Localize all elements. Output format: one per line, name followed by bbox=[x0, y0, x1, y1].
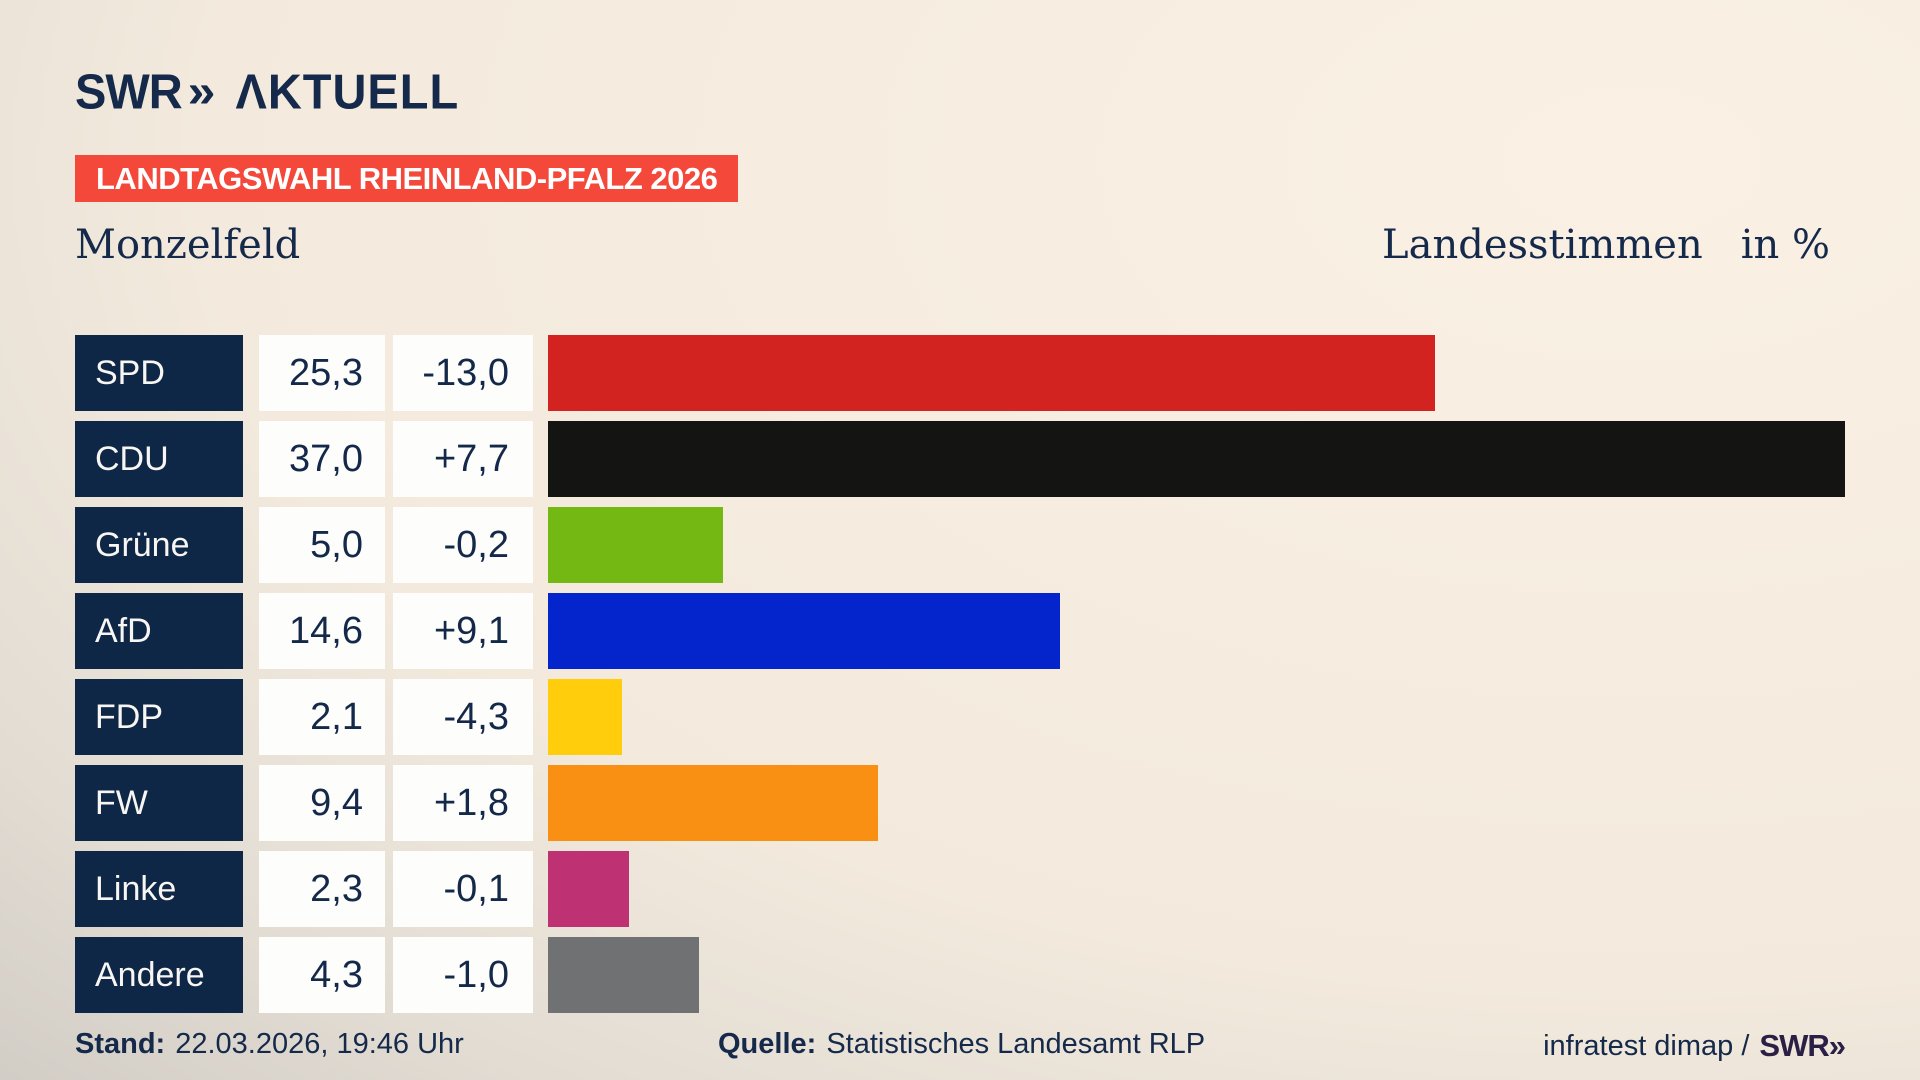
table-row: Grüne 5,0 -0,2 bbox=[75, 507, 1845, 583]
bar-track bbox=[548, 851, 1845, 927]
bar-track bbox=[548, 765, 1845, 841]
party-label: Linke bbox=[75, 851, 243, 927]
stand-label: Stand: bbox=[75, 1028, 166, 1060]
change-cell: -13,0 bbox=[393, 335, 533, 411]
table-row: Linke 2,3 -0,1 bbox=[75, 851, 1845, 927]
chart-unit: in % bbox=[1740, 222, 1830, 268]
value-cell: 14,6 bbox=[259, 593, 385, 669]
change-cell: -1,0 bbox=[393, 937, 533, 1013]
source-value: Statistisches Landesamt RLP bbox=[826, 1028, 1206, 1060]
value-cell: 2,1 bbox=[259, 679, 385, 755]
bar-track bbox=[548, 507, 1845, 583]
table-row: SPD 25,3 -13,0 bbox=[75, 335, 1845, 411]
double-chevron-icon: » bbox=[187, 65, 216, 117]
credit-info: infratest dimap / SWR» bbox=[1543, 1028, 1846, 1064]
party-label: AfD bbox=[75, 593, 243, 669]
value-bar bbox=[548, 507, 724, 583]
chart-title-text: Landesstimmen bbox=[1382, 222, 1703, 268]
results-table: SPD 25,3 -13,0 CDU 37,0 +7,7 Grüne 5,0 -… bbox=[75, 335, 1845, 1013]
source-info: Quelle: Statistisches Landesamt RLP bbox=[718, 1028, 1205, 1061]
table-row: AfD 14,6 +9,1 bbox=[75, 593, 1845, 669]
change-cell: +9,1 bbox=[393, 593, 533, 669]
bar-track bbox=[548, 937, 1845, 1013]
source-label: Quelle: bbox=[718, 1028, 817, 1060]
value-bar bbox=[548, 765, 878, 841]
value-cell: 25,3 bbox=[259, 335, 385, 411]
bar-track bbox=[548, 679, 1845, 755]
chart-title: Landesstimmen in % bbox=[1382, 222, 1830, 268]
title-row: Monzelfeld Landesstimmen in % bbox=[75, 222, 1830, 268]
swr-footer-logo: SWR» bbox=[1759, 1028, 1846, 1063]
value-bar bbox=[548, 937, 699, 1013]
value-bar bbox=[548, 593, 1060, 669]
party-label: FDP bbox=[75, 679, 243, 755]
value-bar bbox=[548, 851, 629, 927]
bar-track bbox=[548, 593, 1845, 669]
stand-info: Stand: 22.03.2026, 19:46 Uhr bbox=[75, 1028, 464, 1061]
election-banner: LANDTAGSWAHL RHEINLAND-PFALZ 2026 bbox=[75, 155, 739, 202]
bar-track bbox=[548, 421, 1845, 497]
table-row: FDP 2,1 -4,3 bbox=[75, 679, 1845, 755]
table-row: FW 9,4 +1,8 bbox=[75, 765, 1845, 841]
change-cell: +1,8 bbox=[393, 765, 533, 841]
value-cell: 37,0 bbox=[259, 421, 385, 497]
party-label: CDU bbox=[75, 421, 243, 497]
value-bar bbox=[548, 335, 1435, 411]
value-cell: 9,4 bbox=[259, 765, 385, 841]
change-cell: -4,3 bbox=[393, 679, 533, 755]
table-row: Andere 4,3 -1,0 bbox=[75, 937, 1845, 1013]
value-cell: 4,3 bbox=[259, 937, 385, 1013]
credit-text: infratest dimap / bbox=[1543, 1029, 1750, 1062]
value-bar bbox=[548, 679, 622, 755]
value-cell: 2,3 bbox=[259, 851, 385, 927]
table-row: CDU 37,0 +7,7 bbox=[75, 421, 1845, 497]
stand-value: 22.03.2026, 19:46 Uhr bbox=[175, 1028, 464, 1060]
region-title: Monzelfeld bbox=[75, 222, 301, 268]
swr-aktuell-logo: SWR » ΛKTUELL bbox=[75, 62, 459, 120]
party-label: SPD bbox=[75, 335, 243, 411]
party-label: FW bbox=[75, 765, 243, 841]
bar-track bbox=[548, 335, 1845, 411]
change-cell: +7,7 bbox=[393, 421, 533, 497]
party-label: Andere bbox=[75, 937, 243, 1013]
value-cell: 5,0 bbox=[259, 507, 385, 583]
value-bar bbox=[548, 421, 1845, 497]
aktuell-logo-text: ΛKTUELL bbox=[235, 63, 460, 119]
change-cell: -0,2 bbox=[393, 507, 533, 583]
swr-logo-text: SWR bbox=[75, 63, 183, 119]
change-cell: -0,1 bbox=[393, 851, 533, 927]
party-label: Grüne bbox=[75, 507, 243, 583]
